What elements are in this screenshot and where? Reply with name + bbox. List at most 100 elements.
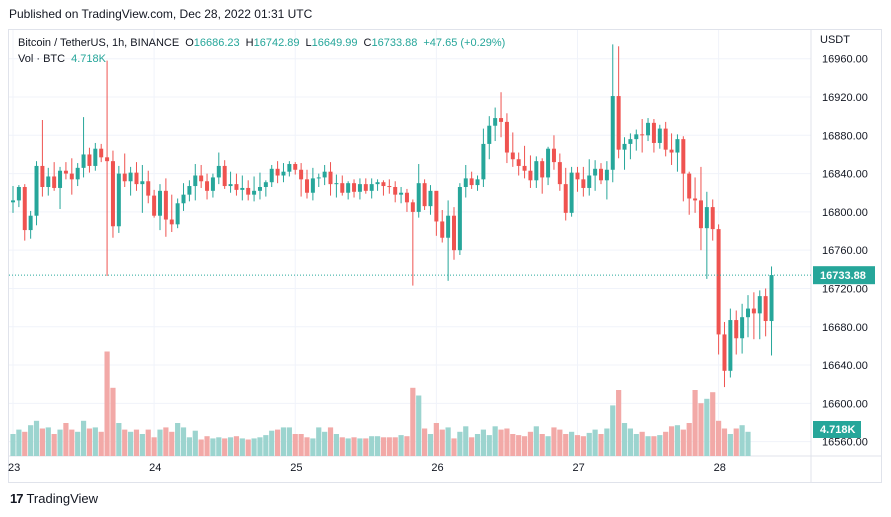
candle-body <box>499 118 504 122</box>
volume-bar <box>286 427 292 456</box>
candle-body <box>263 182 268 187</box>
price-tick-label: 16800.00 <box>822 207 868 219</box>
candle-body <box>116 173 121 227</box>
candle-body <box>175 203 180 225</box>
candle-body <box>293 164 298 170</box>
price-tick-label: 16960.00 <box>822 54 868 66</box>
volume-bar <box>492 426 498 456</box>
candle-body <box>134 172 139 185</box>
volume-bar <box>374 436 381 456</box>
time-tick-label: 23 <box>8 462 20 474</box>
candle-body <box>551 148 556 163</box>
candle-body <box>340 183 345 193</box>
volume-bar <box>198 439 204 456</box>
volume-bar <box>698 403 704 456</box>
candle-body <box>16 186 21 201</box>
volume-bar <box>110 387 116 456</box>
volume-bar <box>80 420 87 456</box>
volume-bar <box>680 429 686 456</box>
volume-bar <box>668 426 675 456</box>
volume-bar <box>227 437 234 456</box>
volume-bar <box>257 437 263 456</box>
candle-body <box>122 173 127 182</box>
candle-body <box>457 186 462 251</box>
candle-body <box>440 221 445 238</box>
volume-bar <box>263 435 269 456</box>
candle-body <box>81 154 86 168</box>
volume-bar <box>86 428 93 456</box>
volume-bar <box>463 426 469 456</box>
volume-bar <box>721 428 728 456</box>
volume-bar <box>116 423 122 456</box>
volume-bar <box>433 423 439 456</box>
candle-body <box>105 157 110 162</box>
volume-bar <box>75 431 81 456</box>
volume-bar <box>422 428 428 456</box>
volume-bar <box>333 434 339 456</box>
candle-body <box>46 176 51 187</box>
volume-bar <box>592 429 598 456</box>
volume-bar <box>363 438 369 456</box>
candle-body <box>146 181 151 196</box>
candle-body <box>11 200 15 203</box>
time-tick-label: 25 <box>290 462 302 474</box>
candle-body <box>510 152 515 160</box>
volume-bar <box>327 427 334 456</box>
time-tick-label: 27 <box>572 462 584 474</box>
candle-body <box>504 121 509 153</box>
candle-body <box>746 308 750 318</box>
candle-body <box>463 178 468 187</box>
candle-body <box>152 195 157 216</box>
candle-body <box>99 148 104 158</box>
candle-body <box>610 96 615 170</box>
candle-body <box>246 187 251 195</box>
candle-body <box>698 200 703 229</box>
candle-body <box>381 182 386 187</box>
legend-c-label: C <box>363 37 372 49</box>
candle-body <box>728 320 733 371</box>
volume-bar <box>545 436 551 456</box>
candle-body <box>128 172 133 182</box>
volume-bar <box>404 436 410 456</box>
volume-bar <box>245 439 251 456</box>
volume-bar <box>380 437 387 456</box>
volume-bar <box>469 437 475 456</box>
candle-body <box>305 179 309 193</box>
volume-bar <box>651 436 657 456</box>
volume-bar <box>292 434 298 456</box>
candle-body <box>169 219 174 225</box>
candle-body <box>493 118 498 126</box>
candle-body <box>287 164 292 172</box>
candle-body <box>422 183 427 207</box>
candle-body <box>757 296 762 314</box>
volume-bar <box>716 420 722 456</box>
tradingview-brand-text: TradingView <box>26 491 99 506</box>
volume-bar <box>298 434 304 456</box>
tradingview-logo[interactable]: 17 TradingView <box>10 491 98 506</box>
candle-body <box>22 186 27 231</box>
volume-bar <box>304 437 310 456</box>
volume-bar <box>186 437 192 456</box>
legend-volume-label: Vol · BTC <box>18 53 66 65</box>
volume-bar <box>686 423 692 456</box>
candle-body <box>410 202 415 212</box>
price-tick-label: 16640.00 <box>822 360 868 372</box>
candle-body <box>675 139 680 153</box>
volume-bar <box>527 431 534 456</box>
volume-bar <box>674 425 681 456</box>
candle-body <box>369 184 374 191</box>
candle-body <box>710 207 715 230</box>
volume-bar <box>498 429 504 456</box>
candle-body <box>322 171 327 178</box>
candle-body <box>163 190 168 220</box>
candle-body <box>575 172 580 180</box>
candle-body <box>722 334 727 371</box>
legend-ohlc-row: Bitcoin / TetherUS, 1h, BINANCE O16686.23… <box>18 35 505 51</box>
volume-bar <box>151 437 157 456</box>
candle-body <box>234 184 239 190</box>
candle-body <box>275 168 280 176</box>
tradingview-logo-icon: 17 <box>10 491 24 506</box>
volume-bar <box>22 431 28 456</box>
volume-bar <box>133 429 140 456</box>
